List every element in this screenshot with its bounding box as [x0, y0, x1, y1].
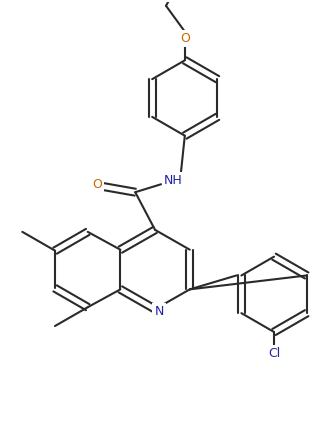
Text: N: N	[154, 305, 164, 318]
Text: O: O	[93, 178, 102, 191]
Text: O: O	[180, 32, 190, 45]
Text: Cl: Cl	[268, 347, 280, 360]
Text: NH: NH	[163, 174, 182, 187]
